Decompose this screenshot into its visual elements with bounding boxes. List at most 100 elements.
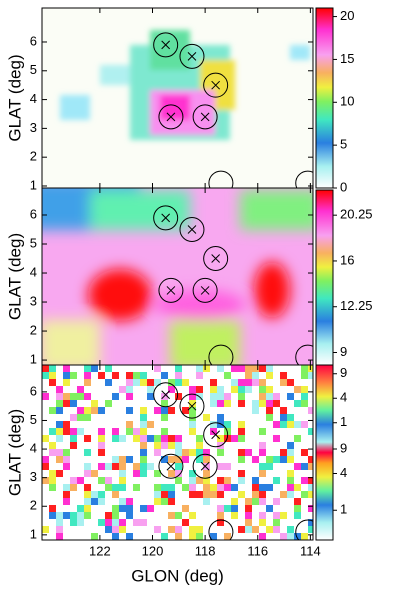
heatmap-cell [189,407,196,414]
heatmap-cell [154,491,161,498]
heatmap-cell [210,484,217,491]
heatmap-cell [259,463,266,470]
heatmap-cell [308,365,313,372]
heatmap-cell [231,484,238,491]
heatmap-cell [238,491,245,498]
heatmap-cell [259,519,266,526]
heatmap-cell [154,449,161,456]
heatmap-cell [70,484,77,491]
heatmap-cell [294,421,301,428]
heatmap-cell [259,428,266,435]
heatmap-cell [154,407,161,414]
heatmap-cell [203,463,210,470]
heatmap-cell [56,456,63,463]
heatmap-cell [217,491,224,498]
heatmap-cell [273,421,280,428]
heatmap-cell [217,449,224,456]
heatmap-cell [77,393,84,400]
heatmap-cell [231,386,238,393]
heatmap-cell [49,442,56,449]
heatmap-cell [280,372,287,379]
source-circle [179,216,205,242]
heatmap-cell [259,533,266,540]
heatmap-cell [273,519,280,526]
heatmap-cell [49,372,56,379]
heatmap-cell [266,505,273,512]
heatmap-cell [63,428,70,435]
heatmap-cell [63,372,70,379]
heatmap-cell [140,379,147,386]
heatmap-cell [84,414,91,421]
heatmap-cell [84,372,91,379]
heatmap-cell [280,379,287,386]
heatmap-cell [294,386,301,393]
heatmap-cell [217,519,224,526]
heatmap-cell [259,400,266,407]
heatmap-cell [56,470,63,477]
heatmap-cell [140,463,147,470]
heatmap-cell [91,491,98,498]
heatmap-cell [301,421,308,428]
heatmap-cell [56,393,63,400]
heatmap-cell [91,400,98,407]
heatmap-cell [84,449,91,456]
heatmap-cell [77,414,84,421]
heatmap-cell [42,526,49,533]
heatmap-cell [84,435,91,442]
y-tick-label: 5 [30,235,37,250]
heatmap-cell [273,477,280,484]
heatmap-cell [154,526,161,533]
heatmap-cell [49,449,56,456]
heatmap-cell [140,421,147,428]
heatmap-cell [105,477,112,484]
heatmap-cell [63,491,70,498]
heatmap-cell [126,498,133,505]
heatmap-cell [98,435,105,442]
heatmap-cell [175,456,182,463]
heatmap-cell [287,449,294,456]
heatmap-cell [42,393,49,400]
heatmap-cell [287,379,294,386]
heatmap-cell [84,379,91,386]
heatmap-cell [196,477,203,484]
heatmap-cell [238,386,245,393]
heatmap-cell [175,463,182,470]
heatmap-cell [91,533,98,540]
heatmap-cell [280,456,287,463]
heatmap-cell [189,449,196,456]
heatmap-cell [196,442,203,449]
heatmap-cell [238,393,245,400]
heatmap-cell [189,477,196,484]
heatmap-cell [238,477,245,484]
heatmap-cell [49,512,56,519]
heatmap-cell [259,393,266,400]
heatmap-cell [147,421,154,428]
heatmap-cell [91,470,98,477]
heatmap-cell [252,372,259,379]
heatmap-cell [287,526,294,533]
heatmap-cell [154,435,161,442]
heatmap-cell [259,365,266,372]
heatmap-cell [112,435,119,442]
heatmap-cell [245,449,252,456]
heatmap-cell [210,400,217,407]
heatmap-cell [217,365,224,372]
heatmap-cell [147,379,154,386]
markers [153,205,313,365]
heatmap-cell [287,421,294,428]
source-cross [166,461,176,471]
heatmap-cell [168,435,175,442]
heatmap-cell [112,533,119,540]
heatmap-cell [210,386,217,393]
y-tick-label: 2 [30,322,37,337]
source-circle [192,104,218,130]
heatmap-cell [63,512,70,519]
heatmap-cell [266,393,273,400]
heatmap-image [42,365,313,540]
heatmap-cell [175,533,182,540]
heatmap-cell [217,435,224,442]
heatmap-cell [287,393,294,400]
heatmap-cell [84,470,91,477]
y-tick-label: 6 [30,33,37,48]
colorbar-tick-label: 20.25 [340,207,373,222]
